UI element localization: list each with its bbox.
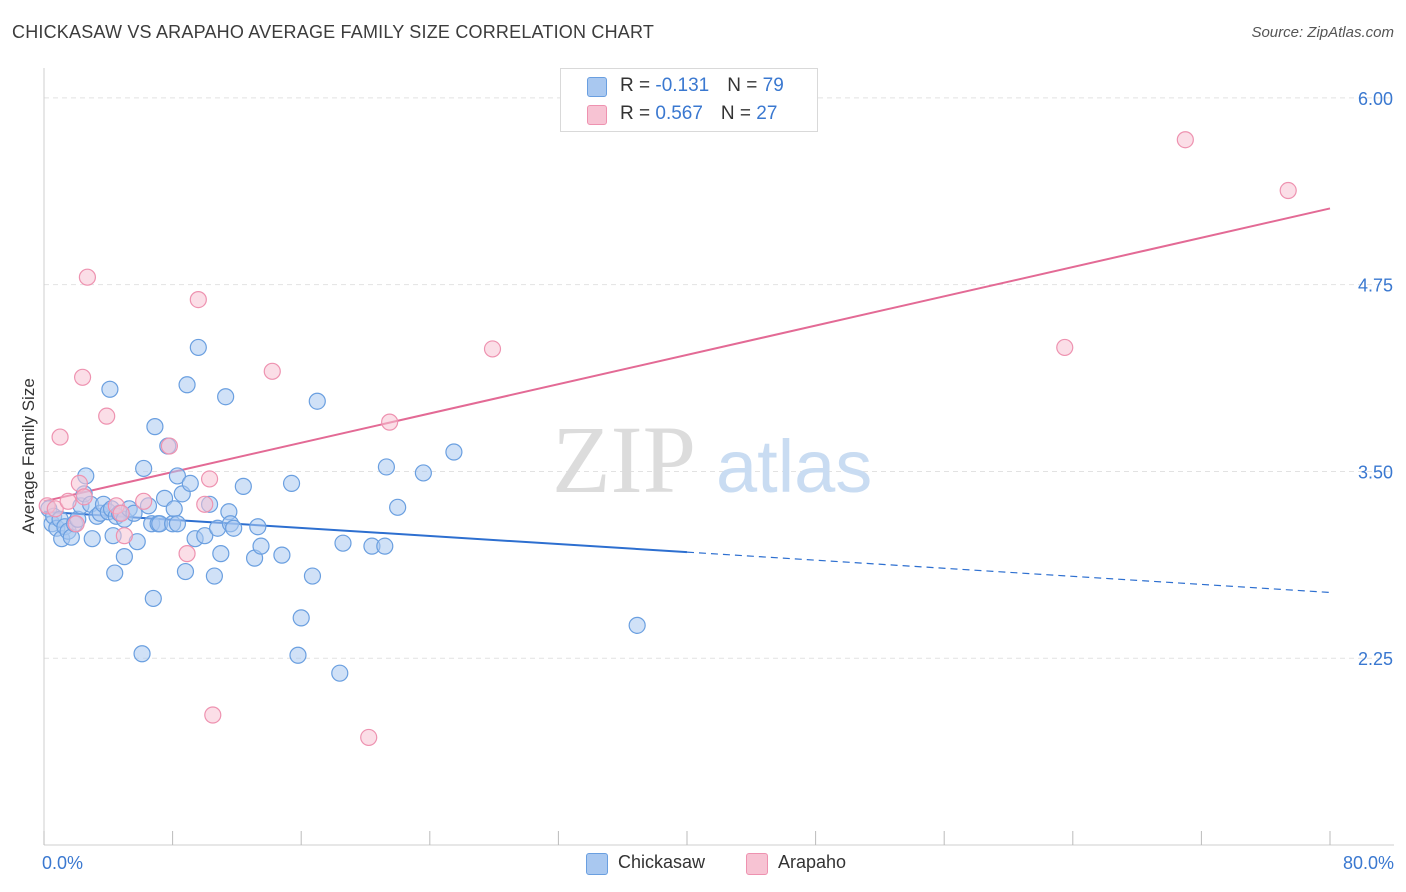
chickasaw-point [189, 338, 207, 357]
arapaho-point [78, 268, 97, 286]
chickasaw-point [168, 467, 187, 485]
arapaho-point [160, 437, 178, 455]
chickasaw-point [115, 548, 133, 566]
y-tick-label-3: 2.25 [1358, 649, 1393, 669]
chickasaw-point [252, 537, 270, 555]
bottom-chickasaw-swatch [586, 853, 608, 875]
chart-title: CHICKASAW VS ARAPAHO AVERAGE FAMILY SIZE… [12, 22, 655, 42]
arapaho-point [67, 515, 85, 533]
legend-r-label: R = [620, 103, 656, 124]
legend-r-value-chickasaw: -0.131 [655, 75, 710, 96]
arapaho-points [38, 131, 1297, 747]
chickasaw-point [101, 380, 119, 398]
arapaho-point [189, 291, 207, 309]
bottom-arapaho-label: Arapaho [778, 852, 847, 872]
y-tick-label-2: 3.50 [1358, 462, 1393, 482]
arapaho-point [51, 428, 69, 446]
chickasaw-point [196, 527, 214, 545]
legend-n-value-chickasaw: 79 [762, 75, 784, 96]
chickasaw-point [334, 534, 352, 552]
arapaho-point [263, 362, 281, 380]
chickasaw-point [282, 474, 301, 492]
arapaho-point [360, 728, 378, 747]
chickasaw-point [106, 564, 124, 582]
watermark: ZIP atlas [552, 406, 872, 513]
chickasaw-point [217, 388, 235, 406]
chickasaw-point [146, 418, 164, 436]
arapaho-point [73, 368, 92, 386]
chickasaw-point [289, 646, 307, 664]
y-tick-labels: 6.00 4.75 3.50 2.25 [1358, 89, 1393, 669]
arapaho-point [483, 340, 502, 358]
watermark-zip: ZIP [552, 406, 696, 513]
chickasaw-point [249, 518, 267, 536]
chickasaw-point [628, 616, 646, 634]
arapaho-point [135, 492, 153, 510]
chickasaw-point [168, 515, 187, 533]
y-axis-label: Average Family Size [19, 378, 38, 534]
chickasaw-point [83, 530, 101, 548]
chickasaw-point [376, 537, 394, 555]
arapaho-point [112, 504, 130, 522]
x-tick-label-0: 0.0% [42, 853, 83, 873]
legend: R = -0.131 N = 79 R = 0.567 N = 27 [560, 68, 818, 132]
source-label: Source: ZipAtlas.com [1251, 24, 1394, 41]
chickasaw-point [445, 443, 463, 461]
legend-chickasaw-text: R = -0.131 N = 79 [620, 75, 784, 97]
chickasaw-point [292, 609, 310, 627]
arapaho-trend-line [43, 207, 1331, 503]
arapaho-point [1279, 181, 1297, 200]
chickasaw-trend-extension [686, 551, 1331, 594]
arapaho-point [204, 706, 222, 724]
arapaho-point [381, 413, 399, 431]
chickasaw-point [308, 392, 326, 410]
arapaho-point [46, 500, 64, 518]
arapaho-point [196, 495, 214, 513]
chickasaw-point [133, 645, 151, 663]
watermark-atlas: atlas [716, 425, 872, 508]
chickasaw-point [414, 464, 432, 482]
y-tick-label-0: 6.00 [1358, 89, 1393, 109]
arapaho-point [1176, 131, 1194, 149]
chickasaw-point [205, 567, 223, 585]
chickasaw-point [165, 500, 183, 518]
chickasaw-swatch [587, 77, 607, 97]
legend-n-label: N = [720, 103, 757, 124]
chickasaw-point [135, 459, 153, 478]
x-tick-labels: 0.0% 80.0% [42, 853, 1394, 873]
chickasaw-point [225, 519, 243, 537]
legend-r-value-arapaho: 0.567 [655, 103, 703, 124]
arapaho-swatch [587, 105, 607, 125]
legend-n-label: N = [727, 75, 763, 96]
chickasaw-point [234, 477, 252, 495]
chickasaw-point [212, 545, 230, 563]
legend-n-value-arapaho: 27 [756, 103, 778, 124]
arapaho-point [200, 470, 219, 488]
chickasaw-point [181, 474, 199, 492]
arapaho-point [98, 407, 116, 425]
chickasaw-point [273, 546, 291, 564]
legend-arapaho-text: R = 0.567 N = 27 [620, 103, 777, 125]
chickasaw-point [144, 589, 162, 608]
arapaho-point [1056, 338, 1074, 357]
legend-r-label: R = [620, 75, 656, 96]
bottom-chickasaw-label: Chickasaw [618, 852, 706, 872]
arapaho-point [115, 527, 133, 545]
chickasaw-point [303, 567, 322, 585]
chickasaw-point [176, 562, 195, 581]
chickasaw-point [377, 458, 395, 476]
bottom-arapaho-swatch [746, 853, 768, 875]
chickasaw-point [389, 498, 407, 516]
axes [43, 68, 1394, 846]
chickasaw-point [178, 376, 196, 394]
x-tick-label-1: 80.0% [1343, 853, 1394, 873]
arapaho-point [75, 488, 93, 506]
chickasaw-point [331, 664, 349, 682]
y-tick-label-1: 4.75 [1358, 276, 1393, 296]
arapaho-point [59, 492, 77, 510]
arapaho-point [178, 545, 196, 563]
grid-lines [44, 97, 1394, 659]
